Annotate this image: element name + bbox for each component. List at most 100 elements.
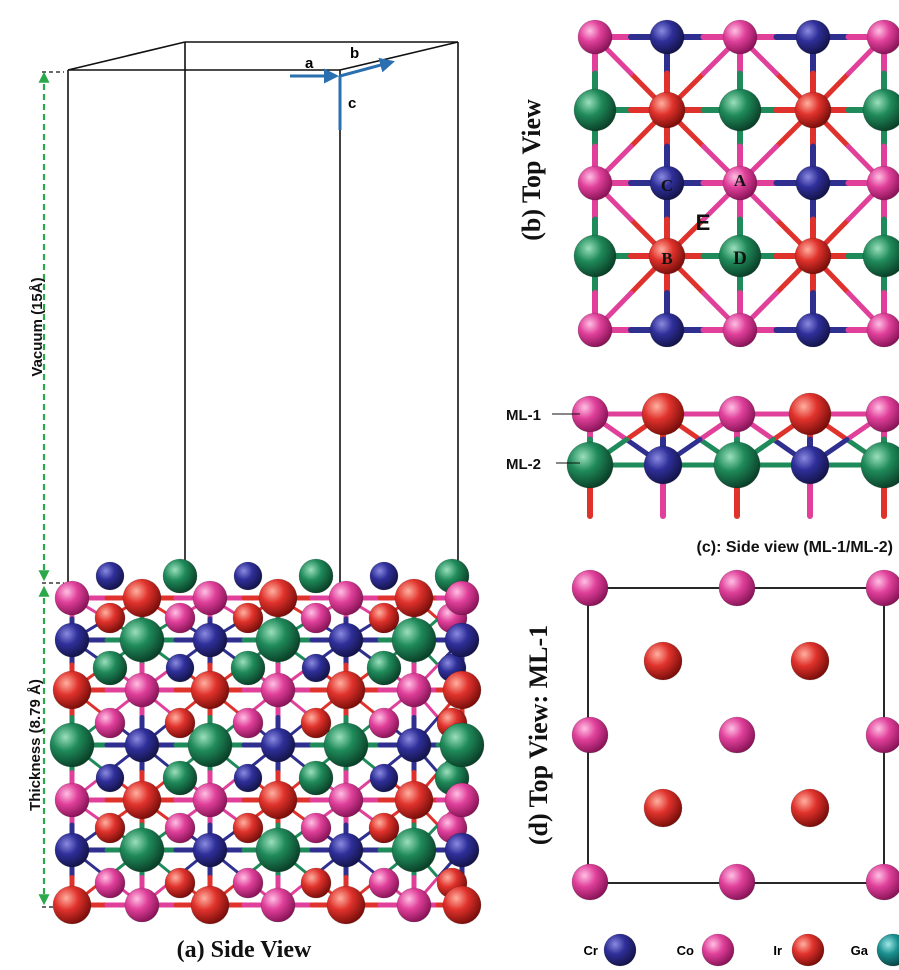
- ml1-top-atom-co: [571, 569, 609, 607]
- thickness-label: Thickness (8.79 Å): [27, 679, 44, 811]
- slab-atom-ir: [394, 780, 434, 820]
- ml2-atom-cr: [643, 445, 683, 485]
- axis-c-label: c: [348, 95, 356, 112]
- slab-back-atom-cr: [95, 763, 125, 793]
- slab-back-atom-co: [300, 602, 332, 634]
- panel-d-ml1-top-view: (d) Top View: ML-1: [524, 569, 899, 901]
- vacuum-label: Vacuum (15Å): [29, 277, 46, 376]
- legend-label-ir: Ir: [773, 943, 782, 958]
- top-view-atom-cr: [795, 19, 831, 55]
- slab-back-atom-ir: [300, 867, 332, 899]
- slab-atom-co: [328, 782, 364, 818]
- slab-back-atom-ir: [94, 812, 126, 844]
- slab-atom-co: [444, 580, 480, 616]
- slab-back-atom-co: [94, 707, 126, 739]
- top-view-atom-ir: [794, 91, 832, 129]
- site-label-a: A: [734, 171, 747, 190]
- slab-atom-ga: [391, 617, 437, 663]
- dimension-lines: [38, 71, 64, 908]
- ml1-atoms: [571, 569, 899, 901]
- slab-back-atom-co: [94, 867, 126, 899]
- slab-back-atom-ir: [232, 602, 264, 634]
- top-view-atom-co: [866, 312, 899, 348]
- slab-atom-cr: [260, 727, 296, 763]
- slab-atom-ir: [442, 885, 482, 925]
- top-view-atom-ga: [573, 88, 617, 132]
- top-view-atoms: [573, 19, 899, 348]
- ml2-atom-cr: [790, 445, 830, 485]
- ml1-top-atom-co: [571, 716, 609, 754]
- slab-atom-ir: [326, 885, 366, 925]
- slab-back-atom-ga: [366, 650, 402, 686]
- slab-atom-cr: [54, 832, 90, 868]
- slab-atom-ga: [119, 617, 165, 663]
- top-view-atom-ir: [648, 91, 686, 129]
- ml1-atom-co: [718, 395, 756, 433]
- slab-atom-cr: [444, 622, 480, 658]
- panel-d-caption: (d) Top View: ML-1: [524, 625, 553, 845]
- slab-atom-cr: [192, 832, 228, 868]
- axis-b-label: b: [350, 45, 359, 62]
- legend-label-cr: Cr: [584, 943, 598, 958]
- slab-atom-co: [328, 580, 364, 616]
- site-label-b: B: [661, 249, 672, 268]
- top-view-atom-ga: [718, 234, 762, 278]
- top-view-atom-co: [866, 19, 899, 55]
- top-view-atom-co: [577, 165, 613, 201]
- slab-back-atom-ir: [164, 867, 196, 899]
- slab-back-atom-co: [232, 707, 264, 739]
- top-view-atom-ir: [794, 237, 832, 275]
- slab-back-atom-co: [164, 602, 196, 634]
- slab-atom-ir: [190, 670, 230, 710]
- top-view-atom-ir: [648, 237, 686, 275]
- ml1-top-atom-ir: [643, 641, 683, 681]
- slab-atom-ga: [187, 722, 233, 768]
- slab-atom-co: [124, 672, 160, 708]
- slab-atom-ga: [119, 827, 165, 873]
- top-view-atom-cr: [795, 312, 831, 348]
- panel-a-caption: (a) Side View: [177, 937, 312, 963]
- slab-atom-co: [54, 580, 90, 616]
- ml1-top-atom-co: [718, 863, 756, 901]
- top-view-atom-cr: [649, 165, 685, 201]
- slab-atom-ir: [52, 670, 92, 710]
- slab-atom-ga: [439, 722, 485, 768]
- slab-back-atom-ga: [230, 650, 266, 686]
- panel-b-caption: (b) Top View: [517, 99, 546, 241]
- slab-back-atom-cr: [95, 561, 125, 591]
- slab-back-atom-ga: [162, 558, 198, 594]
- axis-a-label: a: [305, 55, 314, 72]
- top-view-atom-ga: [862, 88, 899, 132]
- slab-atom-ir: [122, 578, 162, 618]
- top-view-atom-cr: [649, 312, 685, 348]
- ml1-label: ML-1: [506, 407, 541, 424]
- slab-atom-cr: [192, 622, 228, 658]
- slab-back-atom-co: [232, 867, 264, 899]
- ml2-atom-ga: [713, 441, 761, 489]
- slab-back-atom-ga: [92, 650, 128, 686]
- slab-back-atom-ga: [298, 558, 334, 594]
- site-label-c: C: [661, 176, 673, 195]
- slab-atom-ga: [255, 827, 301, 873]
- site-label-e: E: [696, 210, 711, 235]
- top-view-atom-co: [577, 312, 613, 348]
- slab-atom-co: [396, 887, 432, 923]
- top-view-atom-co: [722, 19, 758, 55]
- panel-c-caption: (c): Side view (ML-1/ML-2): [697, 539, 893, 556]
- ml1-top-atom-co: [865, 716, 899, 754]
- slab-back-atom-ir: [164, 707, 196, 739]
- slab-back-atom-co: [368, 707, 400, 739]
- legend-swatch-ir: [791, 933, 825, 967]
- slab-atom-ir: [190, 885, 230, 925]
- slab-atom-ir: [326, 670, 366, 710]
- ml1-atom-ir: [641, 392, 685, 436]
- ml2-label: ML-2: [506, 456, 541, 473]
- slab-back-atom-ir: [94, 602, 126, 634]
- slab-back-atom-cr: [301, 653, 331, 683]
- slab-back-atom-cr: [369, 763, 399, 793]
- slab-atom-co: [260, 672, 296, 708]
- slab-atom-cr: [54, 622, 90, 658]
- legend-swatch-ga: [876, 933, 899, 967]
- slab-back-atom-ir: [368, 812, 400, 844]
